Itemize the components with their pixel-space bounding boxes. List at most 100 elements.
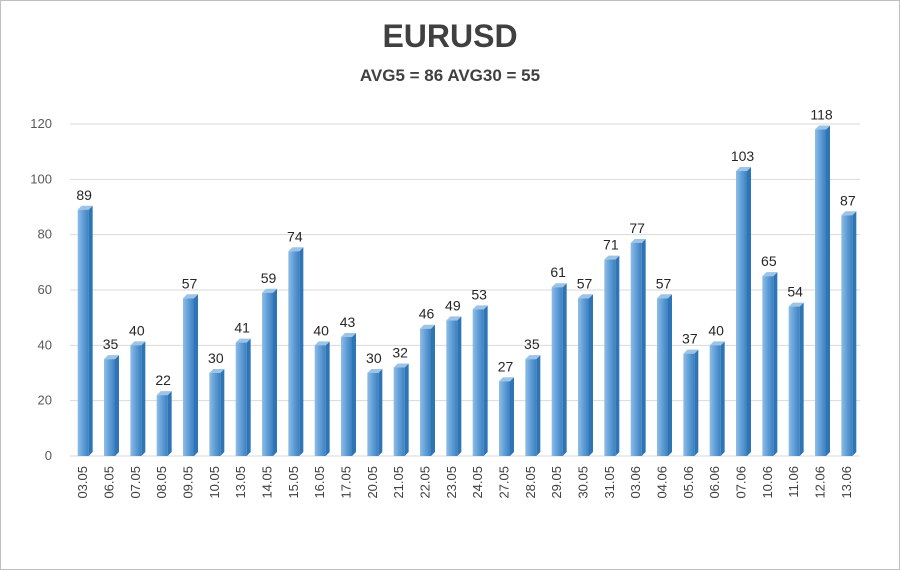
bar-front: [525, 359, 537, 456]
bar-front: [209, 373, 221, 456]
bar-top: [815, 125, 830, 130]
chart-subtitle: AVG5 = 86 AVG30 = 55: [359, 66, 541, 85]
bar-24.05: [472, 305, 488, 456]
x-tick-label: 28.05: [523, 466, 538, 499]
y-axis-ticks: 0 20 40 60 80 100 120: [30, 116, 52, 463]
x-tick-label: 15.05: [286, 466, 301, 499]
x-tick-label: 08.05: [154, 466, 169, 499]
x-tick-label: 22.05: [418, 466, 433, 499]
bar-top: [788, 302, 804, 307]
bar-top: [630, 238, 646, 243]
y-tick-label: 0: [45, 448, 52, 463]
bar-side: [167, 391, 172, 456]
x-tick-label: 13.05: [233, 466, 248, 499]
data-label: 49: [445, 297, 461, 313]
x-tick-label: 23.05: [444, 466, 459, 499]
bar-side: [141, 341, 146, 456]
bar-top: [709, 341, 725, 346]
bar-side: [510, 377, 514, 456]
x-axis-labels: 03.05 06.05 07.05 08.05 09.05 10.05 13.05 14.05…: [75, 466, 854, 499]
data-label: 103: [731, 148, 755, 164]
bar-front: [815, 129, 826, 457]
bar-side: [483, 305, 488, 456]
bar-front: [630, 242, 642, 456]
bar-top: [156, 391, 172, 396]
bar-side: [115, 355, 119, 456]
bar-front: [262, 292, 273, 456]
bar-03.06: [630, 238, 646, 456]
x-tick-label: 10.05: [207, 466, 222, 499]
bar-top: [209, 369, 225, 373]
data-label: 61: [550, 264, 566, 280]
bar-side: [457, 316, 462, 456]
bar-front: [288, 251, 300, 456]
data-label: 40: [129, 322, 145, 338]
bar-top: [420, 324, 435, 329]
bar-03.05: [77, 205, 93, 456]
data-label: 89: [76, 187, 92, 203]
bar-front: [604, 259, 616, 456]
bar-side: [273, 288, 277, 456]
bar-front: [156, 395, 168, 456]
bars: [77, 125, 857, 457]
bar-side: [536, 355, 541, 456]
bar-top: [235, 338, 251, 343]
bar-front: [341, 337, 352, 456]
x-tick-label: 10.06: [760, 466, 775, 499]
bar-top: [578, 294, 593, 299]
bar-10.06: [762, 272, 778, 456]
data-label: 35: [103, 336, 119, 352]
bar-22.05: [420, 324, 435, 456]
bar-front: [788, 306, 800, 456]
bar-front: [578, 298, 589, 456]
bar-front: [709, 345, 721, 456]
y-tick-label: 120: [30, 116, 52, 131]
data-label: 53: [471, 286, 487, 302]
bar-top: [736, 167, 751, 172]
data-label: 57: [577, 275, 593, 291]
data-label: 37: [682, 331, 698, 347]
bar-top: [288, 247, 304, 252]
bar-front: [183, 298, 194, 456]
bar-top: [841, 211, 857, 216]
bar-12.06: [815, 125, 830, 457]
x-tick-label: 05.06: [681, 466, 696, 499]
x-tick-label: 21.05: [391, 466, 406, 499]
x-tick-label: 03.05: [75, 466, 90, 499]
data-label: 71: [603, 237, 619, 253]
data-labels: 89 35 40 22 57 30 41 59 74 40 43 30 32 46 49 53 27 35 61 57…: [76, 107, 855, 389]
chart-title: EURUSD: [382, 18, 518, 54]
bar-top: [341, 333, 356, 338]
x-tick-label: 16.05: [312, 466, 327, 499]
x-tick-label: 13.06: [839, 466, 854, 499]
data-label: 30: [208, 350, 224, 366]
bar-29.05: [551, 283, 567, 456]
bar-top: [499, 377, 514, 382]
x-tick-label: 20.05: [365, 466, 380, 499]
data-label: 118: [810, 107, 833, 123]
bar-side: [826, 125, 830, 457]
bar-side: [194, 294, 198, 456]
data-label: 41: [234, 320, 250, 336]
bar-04.06: [657, 294, 672, 456]
bar-front: [736, 171, 747, 457]
y-tick-label: 80: [38, 227, 52, 242]
bar-front: [446, 320, 458, 456]
y-tick-label: 100: [30, 171, 52, 186]
bar-top: [367, 369, 383, 373]
bar-top: [393, 363, 409, 368]
bar-side: [615, 255, 620, 456]
bar-28.05: [525, 355, 541, 456]
bar-top: [551, 283, 567, 288]
bar-front: [104, 359, 115, 456]
data-label: 87: [840, 192, 856, 208]
data-label: 46: [419, 306, 435, 322]
bar-15.05: [288, 247, 304, 456]
bar-top: [525, 355, 541, 360]
y-tick-label: 20: [38, 393, 52, 408]
bar-top: [130, 341, 146, 346]
bar-30.05: [578, 294, 593, 456]
bar-side: [799, 302, 804, 456]
bar-07.06: [736, 167, 751, 457]
